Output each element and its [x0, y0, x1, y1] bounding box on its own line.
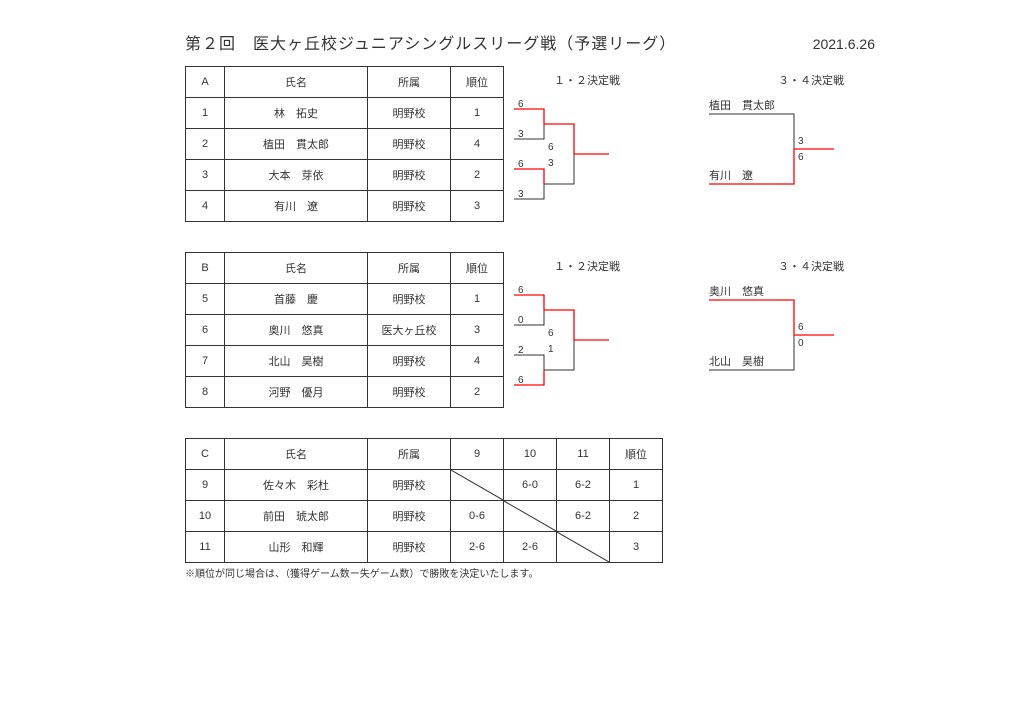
- svg-text:6: 6: [548, 142, 554, 153]
- svg-text:6: 6: [518, 159, 524, 170]
- table-row: 10 前田 琥太郎 明野校 0-6 6-2 2: [186, 501, 663, 532]
- svg-text:6: 6: [518, 285, 524, 296]
- footnote: ※順位が同じ場合は、（獲得ゲーム数ー失ゲーム数）で勝敗を決定いたします。: [185, 565, 935, 580]
- page-date: 2021.6.26: [813, 36, 875, 52]
- svg-text:有川 遼: 有川 遼: [709, 168, 753, 182]
- svg-text:6: 6: [518, 99, 524, 110]
- th-rank: 順位: [451, 67, 504, 98]
- svg-text:3: 3: [798, 136, 804, 147]
- svg-text:1: 1: [548, 344, 554, 355]
- svg-text:6: 6: [548, 328, 554, 339]
- page-title: 第２回 医大ヶ丘校ジュニアシングルスリーグ戦（予選リーグ）: [185, 30, 676, 54]
- table-row: 3大本 芽依明野校2: [186, 160, 504, 191]
- bracket-a: １・２決定戦 ３・４決定戦 6 3 6 3: [514, 66, 854, 222]
- table-row: 2植田 貫太郎明野校4: [186, 129, 504, 160]
- svg-text:3: 3: [518, 189, 524, 200]
- bracket-title-34: ３・４決定戦: [778, 72, 844, 88]
- svg-text:3: 3: [548, 158, 554, 169]
- diagonal-icon: [451, 470, 503, 500]
- table-a: A 氏名 所属 順位 1林 拓史明野校1 2植田 貫太郎明野校4 3大本 芽依明…: [185, 66, 504, 222]
- table-row: 11 山形 和輝 明野校 2-6 2-6 3: [186, 532, 663, 563]
- svg-text:植田 貫太郎: 植田 貫太郎: [709, 98, 775, 112]
- group-b: B 氏名 所属 順位 5首藤 慶明野校1 6奥川 悠真医大ヶ丘校3 7北山 昊樹…: [185, 252, 935, 408]
- table-row: 1林 拓史明野校1: [186, 98, 504, 129]
- th-letter: A: [186, 67, 225, 98]
- group-c: C 氏名 所属 9 10 11 順位 9 佐々木 彩杜 明野校 6-0 6-2 …: [185, 438, 935, 580]
- diagonal-icon: [504, 501, 556, 531]
- diagonal-icon: [557, 532, 609, 562]
- table-row: 8河野 優月明野校2: [186, 377, 504, 408]
- svg-text:奥川 悠真: 奥川 悠真: [709, 284, 764, 298]
- table-c: C 氏名 所属 9 10 11 順位 9 佐々木 彩杜 明野校 6-0 6-2 …: [185, 438, 663, 563]
- svg-text:0: 0: [798, 338, 804, 349]
- bracket-svg-a: 6 3 6 3 6 3 植田 貫太郎 有川 遼 3 6: [514, 94, 854, 214]
- svg-text:6: 6: [518, 375, 524, 386]
- svg-text:0: 0: [518, 315, 524, 326]
- th-aff: 所属: [368, 67, 451, 98]
- svg-text:3: 3: [518, 129, 524, 140]
- svg-text:6: 6: [798, 322, 804, 333]
- table-row: 5首藤 慶明野校1: [186, 284, 504, 315]
- header: 第２回 医大ヶ丘校ジュニアシングルスリーグ戦（予選リーグ） 2021.6.26: [185, 30, 935, 54]
- th-name: 氏名: [225, 67, 368, 98]
- table-row: 9 佐々木 彩杜 明野校 6-0 6-2 1: [186, 470, 663, 501]
- svg-text:2: 2: [518, 345, 524, 356]
- svg-text:北山 昊樹: 北山 昊樹: [709, 355, 764, 368]
- svg-text:6: 6: [798, 152, 804, 163]
- bracket-title-12: １・２決定戦: [554, 72, 620, 88]
- group-a: A 氏名 所属 順位 1林 拓史明野校1 2植田 貫太郎明野校4 3大本 芽依明…: [185, 66, 935, 222]
- table-b: B 氏名 所属 順位 5首藤 慶明野校1 6奥川 悠真医大ヶ丘校3 7北山 昊樹…: [185, 252, 504, 408]
- bracket-svg-b: 6 0 2 6 6 1 奥川 悠真 北山 昊樹 6 0: [514, 280, 854, 400]
- table-row: 7北山 昊樹明野校4: [186, 346, 504, 377]
- table-row: 6奥川 悠真医大ヶ丘校3: [186, 315, 504, 346]
- table-row: 4有川 遼明野校3: [186, 191, 504, 222]
- bracket-b: １・２決定戦 ３・４決定戦 6 0 2 6 6: [514, 252, 854, 408]
